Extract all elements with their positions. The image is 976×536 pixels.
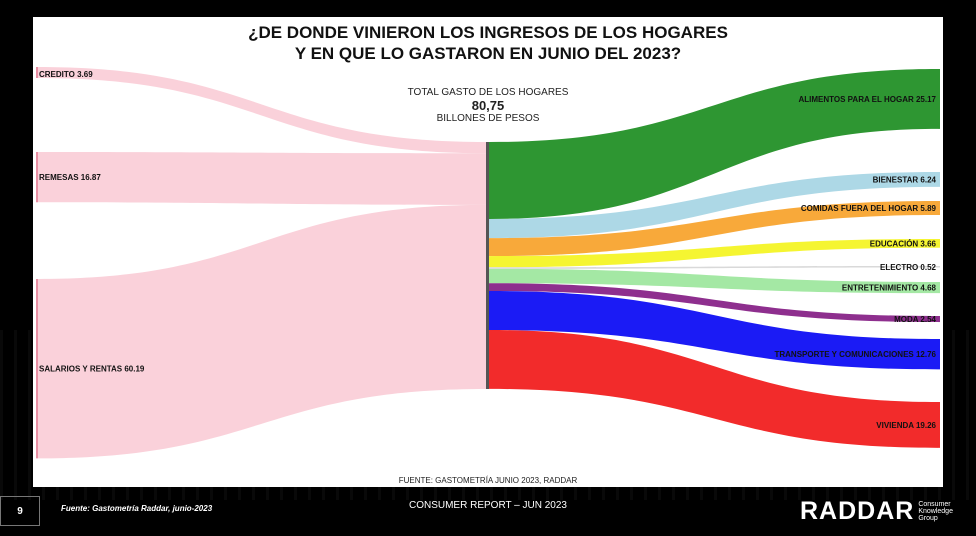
target-flow-0 [489, 69, 938, 219]
target-label-8: VIVIENDA 19.26 [876, 421, 936, 430]
source-node-2 [36, 279, 38, 459]
target-flow-8 [489, 329, 938, 448]
target-label-4: ELECTRO 0.52 [880, 263, 937, 272]
target-flow-2 [489, 201, 938, 257]
target-flow-6 [489, 283, 938, 323]
logo-tagline: Consumer Knowledge Group [918, 500, 953, 522]
source-flow-2 [38, 204, 486, 459]
report-title: CONSUMER REPORT – JUN 2023 [408, 500, 567, 511]
target-node-7 [938, 339, 940, 370]
source-flow-0 [38, 67, 486, 154]
total-label: TOTAL GASTO DE LOS HOGARES [407, 87, 569, 98]
target-flow-1 [489, 172, 938, 239]
source-flow-1 [38, 152, 486, 205]
chart-title-line1: ¿DE DONDE VINIERON LOS INGRESOS DE LOS H… [248, 23, 728, 42]
target-label-1: BIENESTAR 6.24 [873, 175, 937, 184]
target-label-2: COMIDAS FUERA DEL HOGAR 5.89 [801, 204, 937, 213]
target-node-8 [938, 402, 940, 448]
logo-wordmark: RADDAR [800, 497, 915, 525]
target-node-4 [938, 266, 940, 268]
chart-title: ¿DE DONDE VINIERON LOS INGRESOS DE LOS H… [33, 22, 943, 64]
target-label-6: MODA 2.54 [894, 315, 936, 324]
target-flow-4 [489, 266, 938, 269]
source-label-2: SALARIOS Y RENTAS 60.19 [39, 365, 145, 374]
target-node-0 [938, 69, 940, 129]
source-label-0: CREDITO 3.69 [39, 70, 93, 79]
footer-source: Fuente: Gastometría Raddar, junio-2023 [61, 504, 213, 513]
target-label-5: ENTRETENIMIENTO 4.68 [842, 284, 937, 293]
target-flow-7 [489, 290, 938, 370]
target-node-6 [938, 316, 940, 323]
page-number: 9 [0, 496, 40, 526]
chart-source: FUENTE: GASTOMETRÍA JUNIO 2023, RADDAR [398, 476, 578, 485]
sankey-chart: CREDITO 3.69 REMESAS 16.87 SALARIOS Y RENT… [36, 67, 940, 459]
total-unit: BILLONES DE PESOS [436, 113, 540, 124]
source-label-1: REMESAS 16.87 [39, 173, 101, 182]
raddar-logo: RADDAR Consumer Knowledge Group [800, 496, 963, 526]
target-flow-3 [489, 239, 938, 268]
target-node-3 [938, 239, 940, 248]
target-label-3: EDUCACIÓN 3.66 [870, 239, 937, 248]
target-label-7: TRANSPORTE Y COMUNICACIONES 12.76 [774, 350, 936, 359]
chart-title-line2: Y EN QUE LO GASTARON EN JUNIO DEL 2023? [294, 44, 682, 63]
target-flow-5 [489, 268, 938, 294]
target-node-2 [938, 201, 940, 216]
target-node-5 [938, 282, 940, 294]
footer: 9 Fuente: Gastometría Raddar, junio-2023… [0, 492, 976, 536]
target-label-0: ALIMENTOS PARA EL HOGAR 25.17 [798, 95, 936, 104]
total-value: 80,75 [471, 98, 505, 113]
target-node-1 [938, 172, 940, 187]
source-node-0 [36, 67, 38, 78]
source-node-1 [36, 152, 38, 203]
total-node [486, 142, 489, 389]
total-box: TOTAL GASTO DE LOS HOGARES 80,75 BILLONE… [368, 87, 608, 125]
slide: ¿DE DONDE VINIERON LOS INGRESOS DE LOS H… [33, 17, 943, 487]
